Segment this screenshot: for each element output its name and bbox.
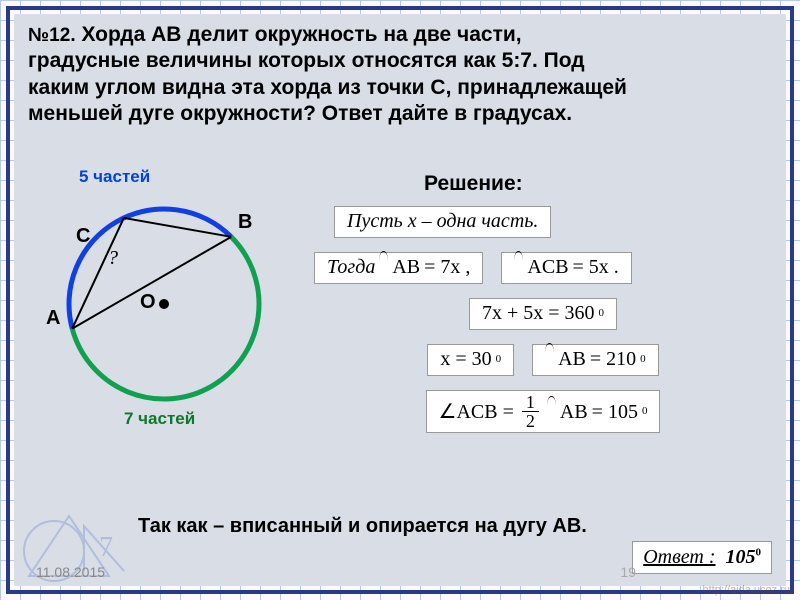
problem-line3: каким углом видна эта хорда из точки С, … [28, 76, 627, 99]
footer-page: 19 [620, 564, 636, 580]
step5-num: 1 [522, 393, 539, 412]
solution-title: Решение: [424, 172, 772, 196]
step2a-arc: AB [392, 257, 420, 277]
step4a-sup: 0 [496, 354, 502, 365]
label-O: О [140, 291, 156, 314]
footer-date: 11.08.2015 [36, 564, 105, 580]
step2a-arc-symbol [379, 257, 388, 277]
step5-box: ∠ACB = 1 2 AB = 105 0 [426, 390, 661, 433]
slide-body: №12. Хорда АВ делит окружность на две ча… [14, 14, 786, 586]
step4b-arc-symbol [545, 349, 554, 369]
step5-arc-symbol [547, 402, 556, 422]
problem-number: №12. [28, 25, 76, 46]
answer-sup: 0 [756, 546, 762, 558]
step2a-prefix: Тогда [327, 257, 375, 277]
problem-statement: №12. Хорда АВ делит окружность на две ча… [28, 22, 772, 127]
step3-sup: 0 [599, 308, 605, 319]
step4b-arc: AB [558, 349, 586, 369]
step2a-rhs: = 7x , [424, 257, 470, 277]
reason-text: Так как – вписанный и опирается на дугу … [138, 515, 587, 538]
answer-label: Ответ : [643, 546, 715, 568]
step1-box: Пусть x – одна часть. [334, 206, 551, 238]
step4a-text: x = 30 [440, 349, 491, 369]
step5-lhs: ∠ACB = [439, 402, 514, 422]
arc-label-5: 5 частей [79, 167, 150, 187]
step2b-rhs: = 5x . [573, 257, 619, 277]
step4a-box: x = 30 0 [427, 344, 514, 376]
step2b-arc-symbol [514, 257, 523, 277]
watermark: http://aida.ucoz.ru [703, 584, 790, 596]
step2a-box: Тогда AB = 7x , [314, 252, 483, 284]
diagram-svg [34, 169, 294, 429]
step1-text: Пусть x – одна часть. [347, 211, 538, 231]
step3-text: 7x + 5x = 360 [482, 303, 595, 323]
angle-question-mark: ? [108, 247, 118, 270]
step4b-box: AB = 210 0 [532, 344, 659, 376]
step5-sup: 0 [642, 406, 648, 417]
label-C: С [76, 225, 90, 248]
step5-fraction: 1 2 [522, 393, 539, 430]
answer-box: Ответ : 1050 [632, 541, 772, 574]
step3-box: 7x + 5x = 360 0 [469, 298, 617, 330]
label-B: В [238, 211, 252, 234]
step4b-rhs: = 210 [590, 349, 636, 369]
circle-diagram: 5 частей 7 частей А В С О ? [34, 169, 294, 429]
problem-line1: Хорда АВ делит окружность на две части, [81, 23, 521, 46]
step2b-arc: ACB [527, 257, 568, 277]
arc-label-7: 7 частей [124, 409, 195, 429]
step5-den: 2 [522, 412, 539, 430]
answer-value: 105 [726, 546, 756, 568]
step2b-box: ACB = 5x . [501, 252, 631, 284]
step4b-sup: 0 [640, 354, 646, 365]
svg-text:7: 7 [99, 532, 113, 563]
problem-line2: градусные величины которых относятся как… [28, 49, 585, 72]
problem-line4: меньшей дуге окружности? Ответ дайте в г… [28, 102, 572, 125]
step5-rhs: = 105 [592, 402, 638, 422]
solution-column: Решение: Пусть x – одна часть. Тогда AB … [314, 172, 772, 447]
label-A: А [46, 307, 60, 330]
step5-arc: AB [560, 402, 588, 422]
